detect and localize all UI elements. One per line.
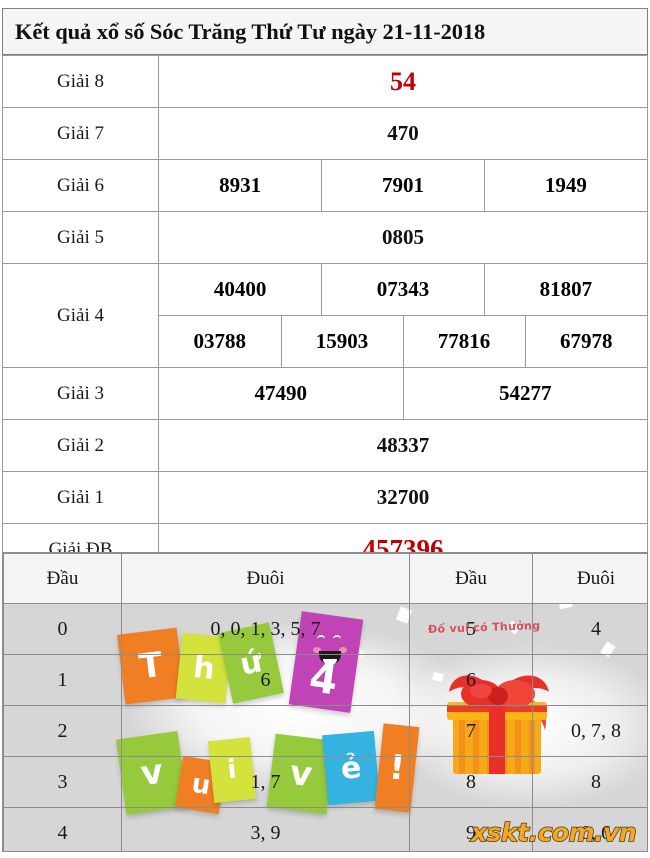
prize-value-g6-2: 7901	[321, 160, 485, 211]
dau-right-value: 8	[409, 756, 533, 808]
dau-right-value: 6	[409, 654, 533, 706]
prize-value-g2: 48337	[158, 419, 648, 472]
site-watermark: xskt.com.vn	[470, 817, 637, 848]
dau-left-value: 0	[3, 603, 122, 655]
prize-value-g3-1: 47490	[159, 368, 403, 419]
duoi-left-value: 6	[121, 654, 410, 706]
prize-row-g1: Giải 1 32700	[2, 471, 648, 524]
prize-label-g2: Giải 2	[2, 419, 159, 472]
col-header-duoi-right: Đuôi	[532, 553, 647, 604]
prize-label-g1: Giải 1	[2, 471, 159, 524]
duoi-right-value	[532, 654, 647, 706]
table-row: 2 7 0, 7, 8	[3, 705, 647, 757]
prize-value-g4-1: 40400	[159, 264, 322, 315]
prize-label-g7: Giải 7	[2, 107, 159, 160]
dau-left-value: 1	[3, 654, 122, 706]
prize-row-g3: Giải 3 47490 54277	[2, 367, 648, 420]
prize-value-g5: 0805	[158, 211, 648, 264]
table-row: 3 1, 7 8 8	[3, 756, 647, 808]
head-tail-header-row: Đầu Đuôi Đầu Đuôi	[3, 553, 647, 604]
prize-row-g5: Giải 5 0805	[2, 211, 648, 264]
prize-label-g3: Giải 3	[2, 367, 159, 420]
prize-values-g3: 47490 54277	[158, 367, 648, 420]
prize-label-g5: Giải 5	[2, 211, 159, 264]
prize-value-g3-2: 54277	[402, 368, 647, 419]
col-header-dau-left: Đầu	[3, 553, 122, 604]
prize-label-g4: Giải 4	[2, 263, 159, 368]
dau-left-value: 3	[3, 756, 122, 808]
dau-right-value: 7	[409, 705, 533, 757]
dau-left-value: 2	[3, 705, 122, 757]
duoi-left-value: 1, 7	[121, 756, 410, 808]
prize-value-g4-2: 07343	[321, 264, 485, 315]
prize-row-g4: Giải 4 40400 07343 81807 03788 15903 778…	[2, 263, 648, 368]
page-title: Kết quả xổ số Sóc Trăng Thứ Tư ngày 21-1…	[15, 18, 486, 44]
prize-results-table: Giải 8 54 Giải 7 470 Giải 6 8931 7901 19…	[2, 55, 648, 576]
prize-value-g1: 32700	[158, 471, 648, 524]
prize-row-g6: Giải 6 8931 7901 1949	[2, 159, 648, 212]
prize-values-g6: 8931 7901 1949	[158, 159, 648, 212]
g3-subtable: 47490 54277	[159, 368, 647, 419]
g6-subtable: 8931 7901 1949	[159, 160, 647, 211]
table-row: 1 6 6	[3, 654, 647, 706]
dau-left-value: 4	[3, 807, 122, 851]
prize-value-g4-5: 15903	[280, 315, 403, 367]
prize-value-g6-3: 1949	[483, 160, 647, 211]
table-row: 0 0, 0, 1, 3, 5, 7 5 4	[3, 603, 647, 655]
duoi-right-value: 4	[532, 603, 647, 655]
prize-value-g6-1: 8931	[159, 160, 322, 211]
prize-value-g4-6: 77816	[402, 315, 525, 367]
duoi-left-value: 3, 9	[121, 807, 410, 851]
prize-value-g7: 470	[158, 107, 648, 160]
duoi-left-value	[121, 705, 410, 757]
prize-values-g4: 40400 07343 81807 03788 15903 77816 6797…	[158, 263, 648, 368]
page-title-bar: Kết quả xổ số Sóc Trăng Thứ Tư ngày 21-1…	[2, 8, 648, 55]
prize-label-g6: Giải 6	[2, 159, 159, 212]
g4-subtable-row1: 40400 07343 81807	[159, 264, 647, 315]
duoi-right-value: 8	[532, 756, 647, 808]
prize-value-g4-3: 81807	[483, 264, 647, 315]
head-tail-table: Đầu Đuôi Đầu Đuôi 0 0, 0, 1, 3, 5, 7 5 4…	[3, 553, 647, 851]
col-header-duoi-left: Đuôi	[121, 553, 410, 604]
head-tail-section: T h ứ 4 v u i v ẻ ! Đố vui có Thưởng	[2, 552, 648, 852]
g4-subtable-row2: 03788 15903 77816 67978	[159, 315, 647, 367]
prize-value-g8: 54	[158, 55, 648, 108]
col-header-dau-right: Đầu	[409, 553, 533, 604]
prize-value-g4-4: 03788	[159, 315, 281, 367]
duoi-right-value: 0, 7, 8	[532, 705, 647, 757]
prize-row-g2: Giải 2 48337	[2, 419, 648, 472]
prize-label-g8: Giải 8	[2, 55, 159, 108]
prize-value-g4-7: 67978	[524, 315, 647, 367]
prize-row-g8: Giải 8 54	[2, 55, 648, 108]
duoi-left-value: 0, 0, 1, 3, 5, 7	[121, 603, 410, 655]
prize-row-g7: Giải 7 470	[2, 107, 648, 160]
